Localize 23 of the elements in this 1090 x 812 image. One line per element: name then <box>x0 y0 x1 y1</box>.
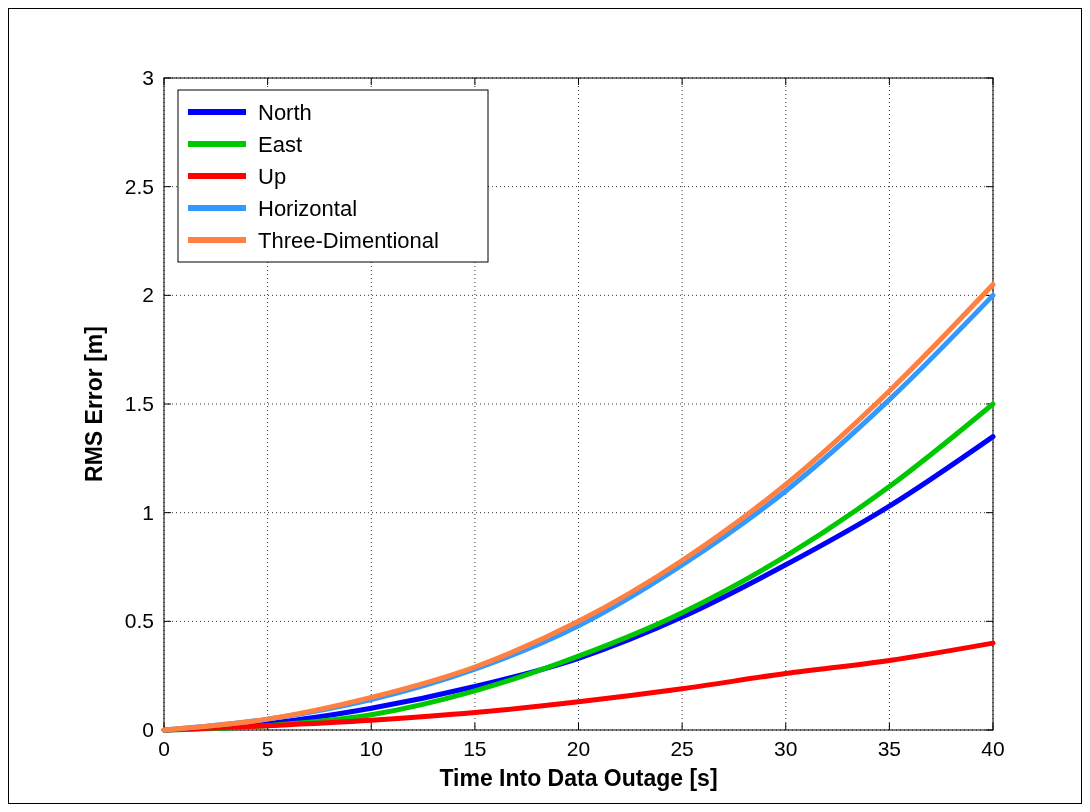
x-tick-label: 40 <box>981 737 1005 760</box>
legend-label: East <box>258 132 303 157</box>
x-tick-label: 35 <box>877 737 902 760</box>
legend-label: Horizontal <box>258 196 358 221</box>
legend-label: Three-Dimentional <box>258 228 439 253</box>
legend-label: North <box>258 100 312 125</box>
y-tick-label: 2 <box>142 283 154 307</box>
x-tick-label: 5 <box>261 737 274 760</box>
y-tick-label: 3 <box>142 66 154 89</box>
x-tick-label: 15 <box>463 737 487 760</box>
x-axis-title: Time Into Data Outage [s] <box>439 765 718 791</box>
y-tick-label: 1.5 <box>124 392 154 415</box>
x-tick-label: 20 <box>566 737 591 760</box>
x-tick-label: 30 <box>774 737 798 760</box>
x-tick-label: 10 <box>359 737 383 760</box>
y-tick-label: 1 <box>142 500 154 524</box>
legend-label: Up <box>258 164 287 189</box>
y-axis-title: RMS Error [m] <box>81 326 107 482</box>
y-tick-label: 0.5 <box>124 609 154 633</box>
x-tick-label: 25 <box>670 737 694 760</box>
y-tick-label: 0 <box>142 718 154 741</box>
y-tick-label: 2.5 <box>124 174 154 198</box>
x-tick-label: 0 <box>158 737 170 760</box>
